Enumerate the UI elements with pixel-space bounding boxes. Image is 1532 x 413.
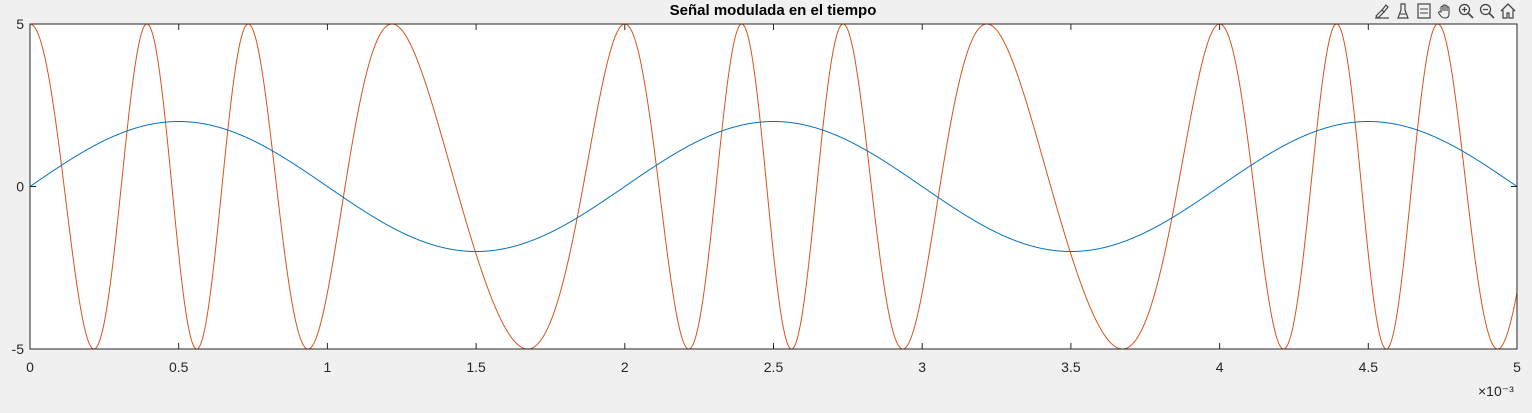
zoom-in-icon[interactable] xyxy=(1456,1,1476,21)
x-tick-label: 1 xyxy=(324,359,332,375)
x-tick-label: 0.5 xyxy=(169,359,189,375)
brush-data-icon[interactable] xyxy=(1372,1,1392,21)
x-tick-label: 3.5 xyxy=(1061,359,1081,375)
x-tick-label: 4 xyxy=(1216,359,1224,375)
y-tick-label: -5 xyxy=(12,341,25,357)
zoom-out-icon[interactable] xyxy=(1477,1,1497,21)
data-cursor-icon[interactable] xyxy=(1393,1,1413,21)
ticks-layer: 0 0.5 1 1.5 2 2.5 3 3.5 4 4.5 5-505 xyxy=(12,16,1522,375)
series-layer xyxy=(30,24,1517,349)
y-tick-label: 5 xyxy=(16,16,24,32)
series-line-modulating xyxy=(30,121,1517,252)
plot-area xyxy=(30,24,1517,349)
x-tick-label: 5 xyxy=(1513,359,1521,375)
x-tick-label: 0 xyxy=(26,359,34,375)
chart-title: Señal modulada en el tiempo xyxy=(670,2,877,19)
x-exponent-label: ×10⁻³ xyxy=(1478,383,1514,399)
x-tick-label: 4.5 xyxy=(1359,359,1379,375)
figure-toolbar xyxy=(1372,0,1518,22)
series-line-modulated xyxy=(30,24,1517,349)
x-tick-label: 2.5 xyxy=(764,359,784,375)
x-tick-label: 1.5 xyxy=(466,359,486,375)
x-tick-label: 3 xyxy=(918,359,926,375)
home-restore-icon[interactable] xyxy=(1498,1,1518,21)
x-tick-label: 2 xyxy=(621,359,629,375)
y-tick-label: 0 xyxy=(16,179,24,195)
legend-icon[interactable] xyxy=(1414,1,1434,21)
pan-hand-icon[interactable] xyxy=(1435,1,1455,21)
